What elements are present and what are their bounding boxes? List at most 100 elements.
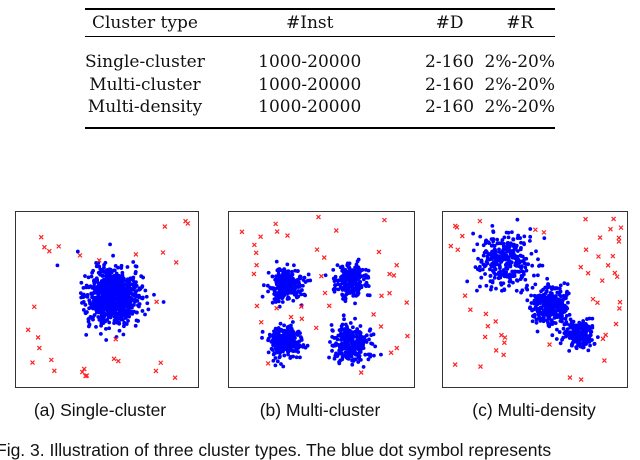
outlier-cross bbox=[483, 311, 489, 317]
inlier-dot bbox=[343, 299, 348, 304]
inlier-dot bbox=[332, 356, 337, 361]
inlier-dot bbox=[577, 333, 582, 338]
inlier-dot bbox=[563, 316, 568, 321]
inlier-dot bbox=[98, 272, 103, 277]
inlier-dot bbox=[478, 234, 483, 239]
inlier-dot bbox=[265, 283, 270, 288]
inlier-dot bbox=[349, 290, 354, 295]
inlier-dot bbox=[285, 279, 290, 284]
inlier-dot bbox=[83, 303, 88, 307]
inlier-dot bbox=[92, 298, 97, 303]
inlier-dot bbox=[270, 348, 275, 352]
inlier-dot bbox=[586, 348, 591, 353]
inlier-dot bbox=[125, 265, 130, 269]
inlier-dot bbox=[285, 276, 290, 281]
inlier-dot bbox=[120, 291, 125, 296]
inlier-dot bbox=[346, 333, 351, 338]
inlier-dot bbox=[290, 333, 295, 338]
inlier-dot bbox=[587, 339, 592, 344]
inlier-dot bbox=[364, 340, 369, 344]
inlier-dot bbox=[517, 260, 522, 265]
cell: 1000-20000 bbox=[258, 74, 362, 95]
inlier-dot bbox=[583, 342, 588, 346]
outlier-cross bbox=[590, 296, 596, 302]
inlier-dot bbox=[554, 337, 559, 341]
outlier-cross bbox=[618, 225, 624, 231]
inlier-dot bbox=[112, 318, 117, 323]
inlier-dot bbox=[490, 223, 495, 228]
outlier-cross bbox=[501, 352, 507, 358]
inlier-dot bbox=[330, 348, 334, 353]
inlier-dot bbox=[86, 275, 91, 280]
inlier-dot bbox=[552, 297, 557, 302]
inlier-dot bbox=[101, 273, 105, 278]
inlier-dot bbox=[108, 315, 113, 320]
inlier-dot bbox=[276, 299, 281, 304]
inlier-dot bbox=[340, 292, 345, 297]
inlier-dot bbox=[494, 286, 498, 291]
inlier-dot bbox=[354, 329, 359, 334]
inlier-dot bbox=[514, 263, 519, 268]
outlier-cross bbox=[567, 375, 573, 381]
inlier-dot bbox=[479, 259, 484, 263]
inlier-dot bbox=[113, 275, 117, 280]
inlier-dot bbox=[541, 287, 545, 292]
cell: Single-cluster bbox=[85, 52, 205, 72]
inlier-dot bbox=[302, 292, 307, 297]
inlier-dot bbox=[292, 292, 297, 297]
inlier-dot bbox=[146, 307, 151, 312]
inlier-dot bbox=[282, 353, 287, 358]
inlier-dot bbox=[361, 365, 366, 369]
outlier-cross bbox=[25, 327, 31, 333]
inlier-dot bbox=[586, 324, 591, 329]
outlier-cross bbox=[326, 303, 332, 309]
outlier-cross bbox=[115, 358, 121, 364]
inlier-dot bbox=[81, 292, 86, 297]
inlier-dot bbox=[587, 316, 592, 321]
cell: Multi-cluster bbox=[89, 74, 201, 95]
inlier-dot bbox=[342, 276, 346, 281]
outlier-cross bbox=[600, 336, 606, 342]
inlier-dot bbox=[379, 352, 383, 357]
inlier-dot bbox=[294, 347, 299, 352]
inlier-dot bbox=[488, 267, 492, 272]
inlier-dot bbox=[99, 285, 104, 290]
inlier-dot bbox=[528, 227, 533, 231]
outlier-cross bbox=[333, 228, 339, 233]
outlier-cross bbox=[254, 303, 260, 309]
inlier-dot bbox=[502, 235, 507, 240]
inlier-dot bbox=[544, 285, 549, 290]
inlier-dot bbox=[113, 286, 118, 291]
inlier-dot bbox=[355, 335, 360, 339]
table-row: Multi-cluster 1000-20000 2-160 2%-20% bbox=[85, 74, 555, 97]
inlier-dot bbox=[266, 336, 271, 341]
inlier-dot bbox=[351, 359, 356, 363]
inlier-dot bbox=[133, 285, 137, 290]
inlier-dot bbox=[102, 317, 106, 322]
inlier-dot bbox=[506, 257, 511, 262]
inlier-dot bbox=[340, 332, 344, 337]
table-bottom-rule bbox=[85, 127, 555, 129]
inlier-dot bbox=[306, 272, 311, 277]
outlier-cross bbox=[608, 226, 613, 232]
inlier-dot bbox=[515, 217, 520, 222]
inlier-dot bbox=[152, 292, 156, 297]
inlier-dot bbox=[135, 298, 140, 303]
outlier-cross bbox=[371, 312, 377, 317]
outlier-cross bbox=[313, 325, 319, 331]
inlier-dot bbox=[342, 336, 347, 340]
inlier-dot bbox=[534, 320, 539, 325]
inlier-dot bbox=[365, 293, 370, 297]
inlier-dot bbox=[355, 292, 360, 297]
inlier-dot bbox=[529, 293, 534, 298]
outlier-cross bbox=[611, 216, 617, 222]
inlier-dot bbox=[281, 349, 285, 354]
inlier-dot bbox=[280, 300, 285, 304]
inlier-dot bbox=[364, 267, 368, 272]
outlier-cross bbox=[448, 243, 454, 249]
outlier-cross bbox=[158, 360, 164, 366]
inlier-dot bbox=[118, 311, 122, 316]
inlier-dot bbox=[545, 276, 550, 281]
inlier-dot bbox=[553, 294, 558, 298]
outlier-cross bbox=[601, 358, 607, 364]
